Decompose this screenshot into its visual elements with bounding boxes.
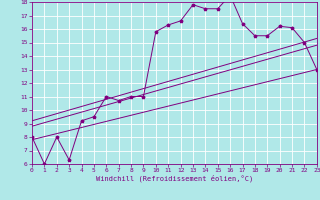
X-axis label: Windchill (Refroidissement éolien,°C): Windchill (Refroidissement éolien,°C) [96,175,253,182]
